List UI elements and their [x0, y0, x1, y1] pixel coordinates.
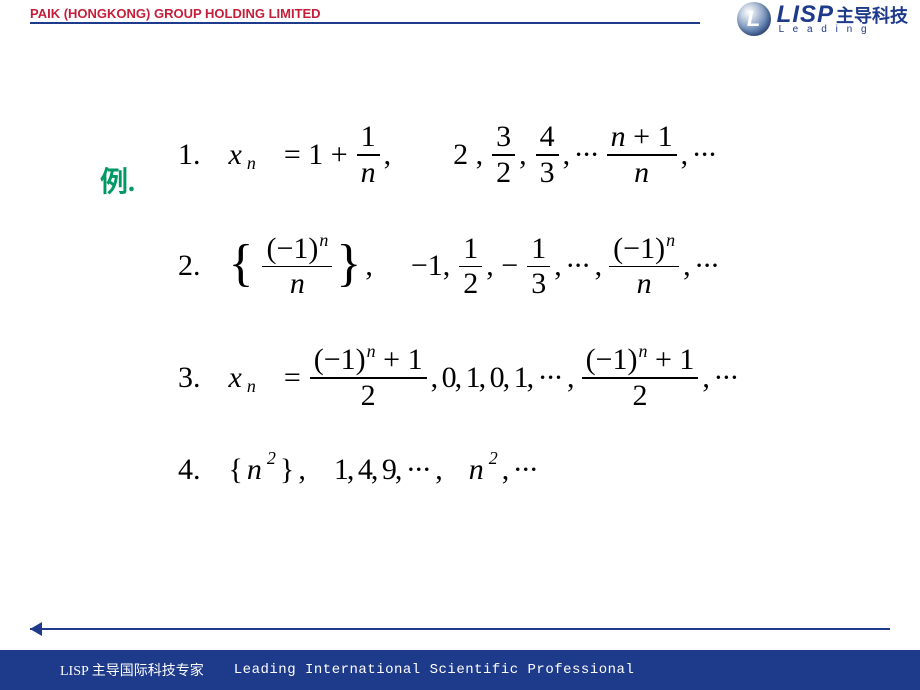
eq1-index: 1.	[178, 140, 201, 170]
footer: LISP 主导国际科技专家 Leading International Scie…	[0, 650, 920, 690]
eq1-frac1: 1n	[357, 120, 380, 190]
eq2-frac4: (−1)nn	[609, 232, 679, 302]
footer-left: LISP 主导国际科技专家	[60, 660, 204, 680]
eq1-frac3: 43	[536, 120, 559, 190]
eq4-index: 4.	[178, 455, 201, 485]
example-label: 例.	[100, 160, 135, 200]
eq2-frac1: (−1)nn	[262, 232, 332, 302]
company-name: PAIK (HONGKONG) GROUP HOLDING LIMITED	[30, 6, 321, 21]
footer-right: Leading International Scientific Profess…	[234, 662, 635, 678]
eq2-index: 2.	[178, 251, 201, 281]
logo-sphere-icon: L	[737, 2, 771, 36]
eq-row-3: 3. xn = (−1)n + 12 , 0, 1, 0, 1, ··· , (…	[178, 343, 860, 413]
eq2-frac3: 13	[527, 232, 550, 302]
logo-cn: 主导科技	[836, 7, 908, 25]
logo: L LISP 主导科技 L e a d i n g	[737, 2, 908, 36]
eq1-x: x	[229, 140, 242, 170]
eq-row-1: 1. xn = 1 + 1n , 2 , 32 , 43 , ··· n + 1…	[178, 120, 860, 190]
back-arrow-icon[interactable]	[30, 622, 42, 636]
header-rule	[30, 22, 700, 24]
logo-text-block: LISP 主导科技 L e a d i n g	[777, 3, 908, 35]
eq1-frac4: n + 1n	[607, 120, 677, 190]
content: 例. 1. xn = 1 + 1n , 2 , 32 , 43 , ··· n …	[100, 120, 860, 527]
equations: 1. xn = 1 + 1n , 2 , 32 , 43 , ··· n + 1…	[178, 120, 860, 485]
eq3-frac2: (−1)n + 12	[582, 343, 699, 413]
eq-row-2: 2. { (−1)nn } , −1, 12 , − 13 , ··· , (−…	[178, 232, 860, 302]
eq2-frac2: 12	[459, 232, 482, 302]
logo-letter: L	[747, 6, 760, 32]
header: PAIK (HONGKONG) GROUP HOLDING LIMITED L …	[0, 0, 920, 36]
eq1-frac2: 32	[492, 120, 515, 190]
eq3-index: 3.	[178, 363, 201, 393]
footer-rule	[30, 628, 890, 630]
eq1-eq: = 1 +	[284, 140, 348, 170]
logo-subtitle: L e a d i n g	[779, 25, 908, 35]
eq-row-4: 4. { n2 } , 1, 4, 9, ··· , n2 , ···	[178, 455, 860, 485]
eq3-frac1: (−1)n + 12	[310, 343, 427, 413]
